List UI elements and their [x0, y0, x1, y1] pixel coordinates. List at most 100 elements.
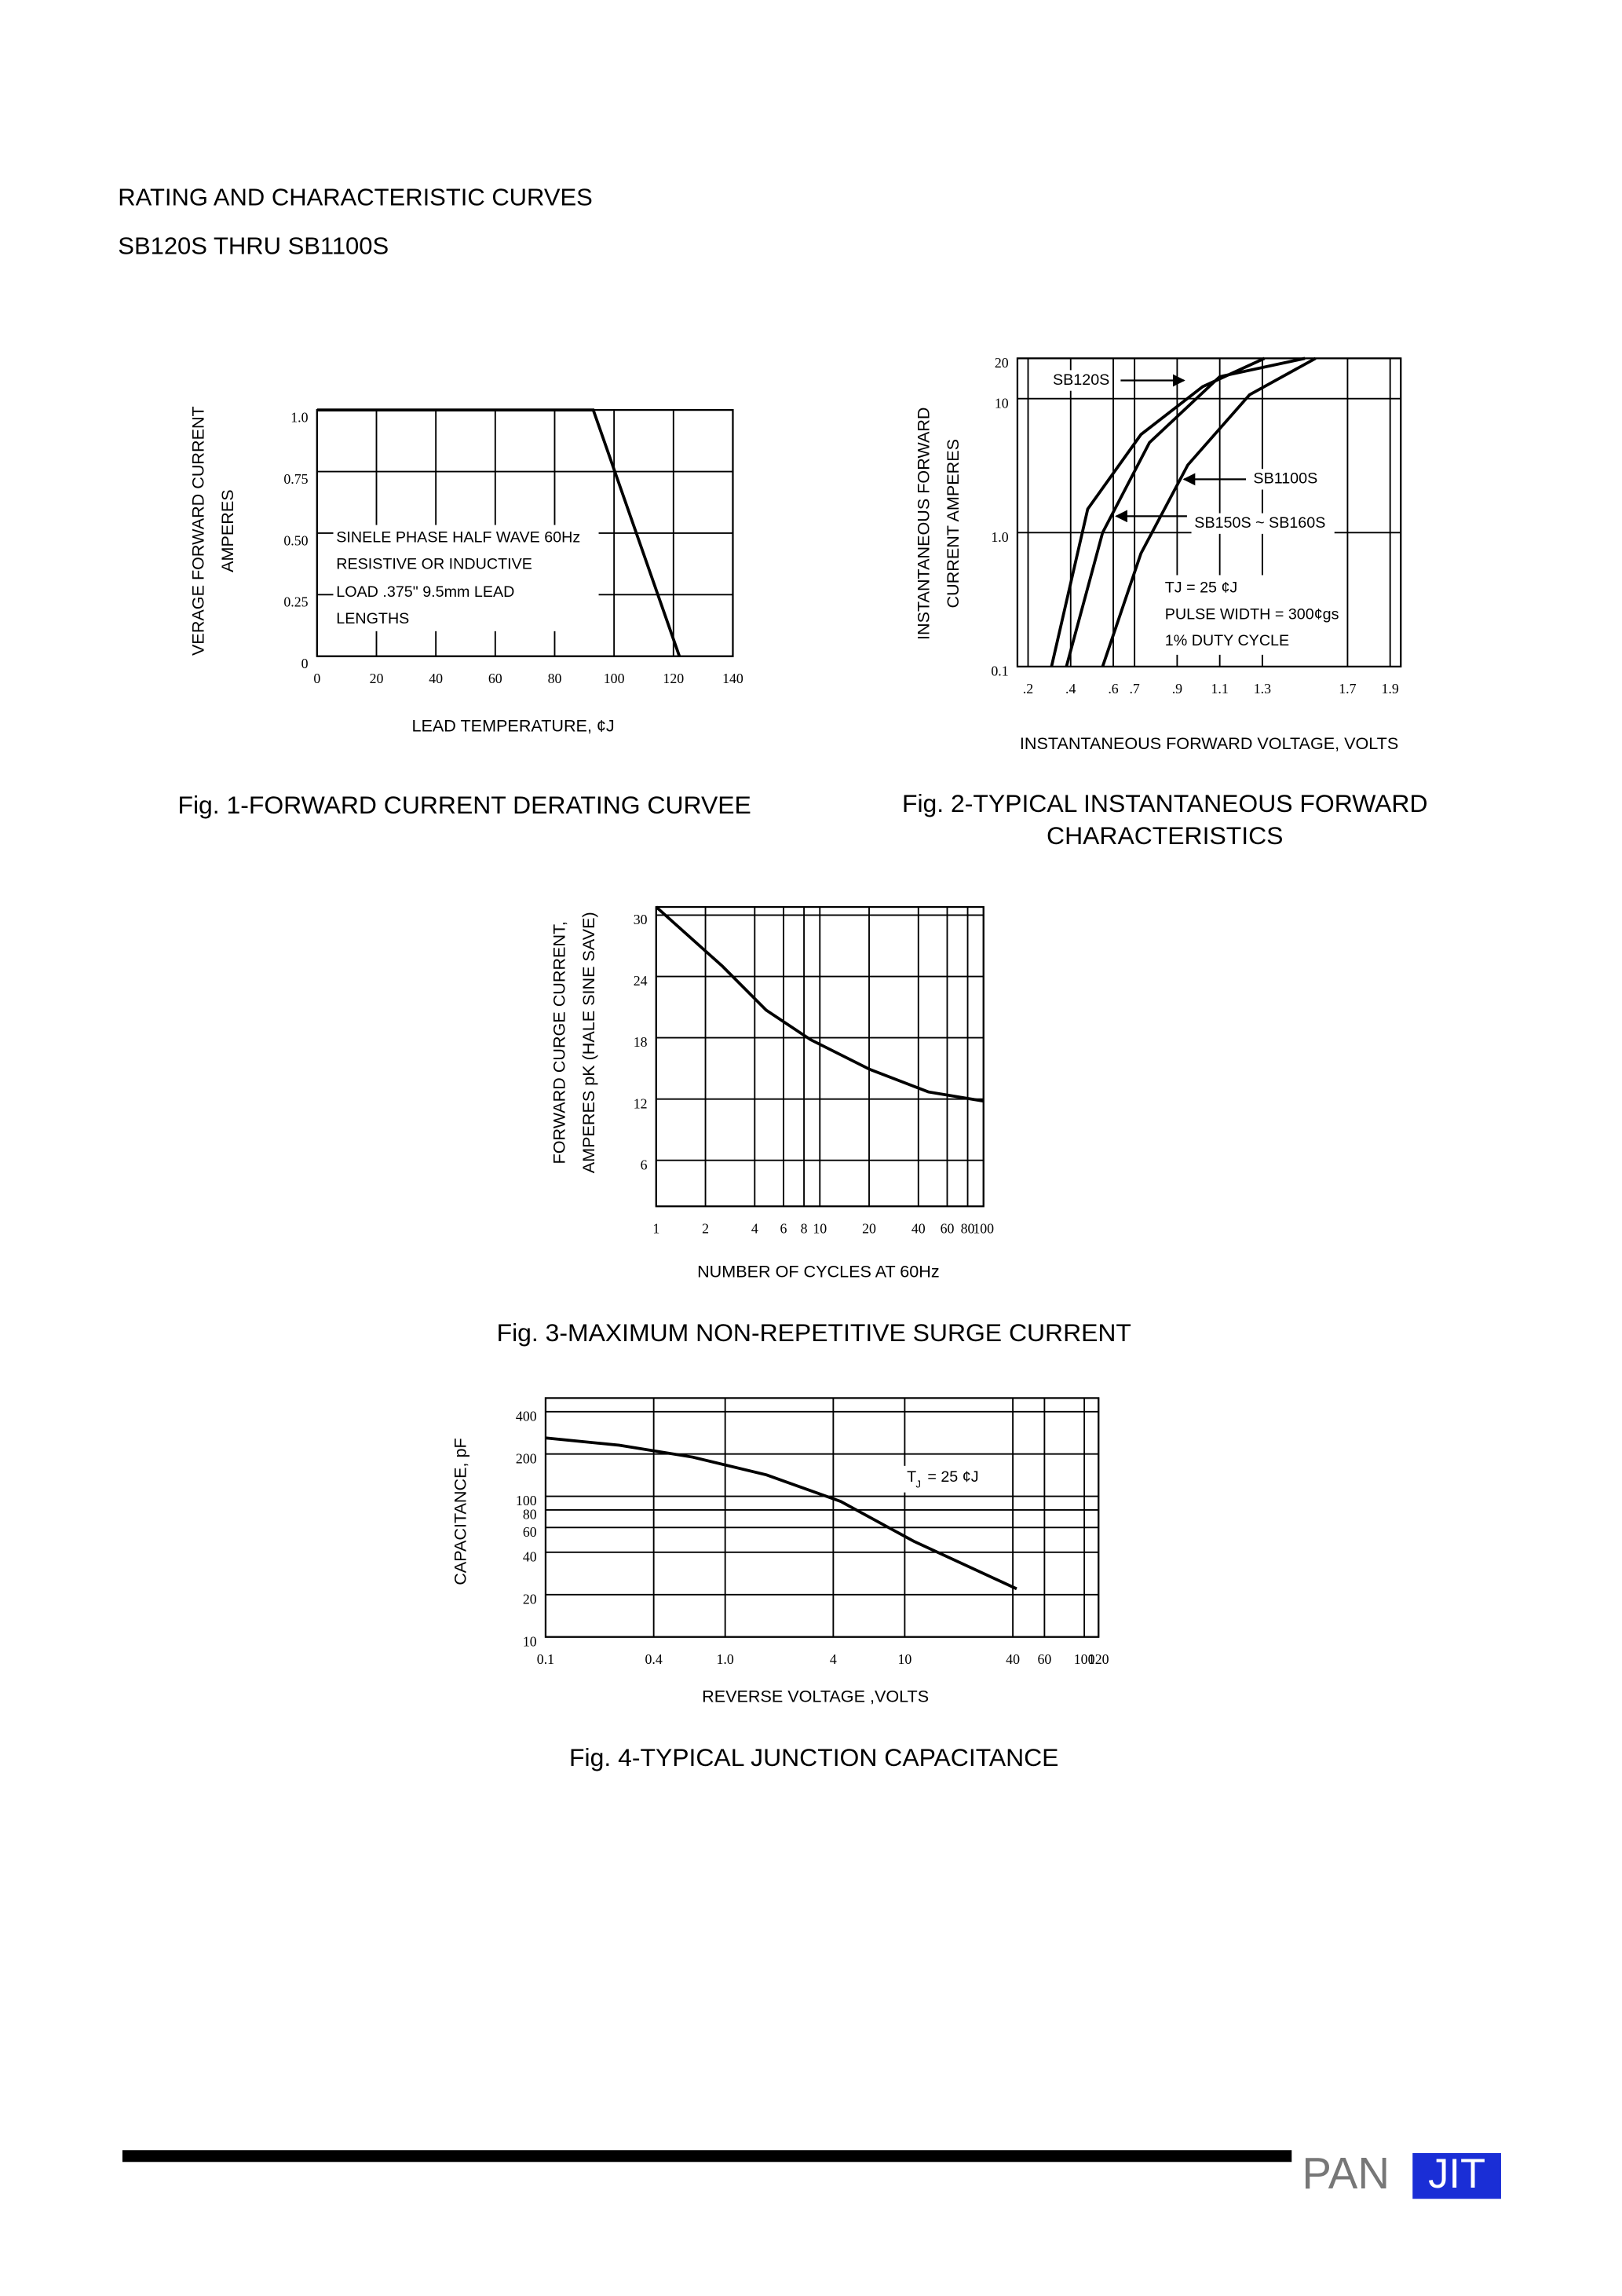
figure-caption: Fig. 4-TYPICAL JUNCTION CAPACITANCE: [569, 1743, 1058, 1771]
figure-caption: CHARACTERISTICS: [1047, 821, 1283, 850]
y-tick-label: 30: [634, 912, 648, 927]
page-title: RATING AND CHARACTERISTIC CURVES: [118, 184, 593, 211]
x-tick-label: 0.1: [537, 1651, 554, 1667]
label-bg: [1191, 513, 1335, 534]
x-tick-label: .9: [1172, 681, 1182, 696]
x-tick-label: 100: [604, 671, 625, 686]
logo-right: JIT: [1428, 2151, 1485, 2197]
x-tick-label: 1.9: [1382, 681, 1399, 696]
x-tick-label: 0: [313, 671, 320, 686]
annotation: LOAD .375" 9.5mm LEAD: [336, 583, 514, 601]
x-tick-label: .7: [1129, 681, 1139, 696]
y-tick-label: 100: [516, 1493, 537, 1508]
plot-frame: [655, 905, 985, 1208]
y-axis-title: FORWARD CURGE CURRENT,: [549, 921, 568, 1164]
y-tick-label: 20: [995, 355, 1009, 371]
figure-caption: Fig. 1-FORWARD CURRENT DERATING CURVEE: [177, 791, 751, 819]
annotation-bg: [1160, 575, 1338, 655]
x-tick-label: 120: [1088, 1651, 1109, 1667]
y-tick-label: 0.50: [283, 532, 308, 548]
curve: [1065, 356, 1306, 667]
label-bg: [1050, 370, 1111, 391]
x-tick-label: 2: [702, 1220, 709, 1236]
y-tick-label: 18: [634, 1034, 648, 1050]
y-axis-title: CURRENT AMPERES: [943, 439, 963, 608]
y-tick-label: 24: [634, 973, 648, 989]
y-tick-label: 40: [523, 1548, 537, 1564]
x-tick-label: 80: [548, 671, 562, 686]
x-tick-label: 1.7: [1339, 681, 1356, 696]
y-tick-label: 0.75: [283, 471, 308, 487]
x-tick-label: 60: [941, 1220, 955, 1236]
annotation: RESISTIVE OR INDUCTIVE: [336, 556, 532, 573]
x-axis-title: LEAD TEMPERATURE, ¢J: [412, 716, 615, 736]
annotation: SINELE PHASE HALF WAVE 60Hz: [336, 529, 580, 547]
x-tick-label: 6: [780, 1220, 787, 1236]
x-tick-label: 1.1: [1211, 681, 1229, 696]
annotation: LENGTHS: [336, 610, 409, 627]
y-tick-label: 6: [641, 1157, 648, 1172]
x-tick-label: 120: [663, 671, 684, 686]
y-tick-label: 10: [995, 395, 1009, 411]
y-tick-label: 400: [516, 1408, 537, 1424]
x-axis-title: REVERSE VOLTAGE ,VOLTS: [702, 1686, 929, 1706]
x-tick-label: 20: [370, 671, 384, 686]
annotation-bg: [902, 1465, 988, 1493]
y-axis-title: CAPACITANCE, pF: [451, 1438, 470, 1585]
y-axis-title: AMPERES: [217, 489, 237, 572]
y-tick-label: 0.25: [283, 594, 308, 610]
y-tick-label: 20: [523, 1591, 537, 1607]
x-tick-label: 60: [1037, 1651, 1051, 1667]
chart: .2 .4 .6 .7 .9 1.1 1.3 1.7 1.9 0.1 1.0 10 20 SB120S SB…: [902, 355, 1428, 850]
x-tick-label: 1: [652, 1220, 659, 1236]
x-tick-label: 40: [911, 1220, 926, 1236]
logo-box: [1412, 2153, 1501, 2199]
x-tick-label: 10: [897, 1651, 911, 1667]
x-tick-label: 100: [1074, 1651, 1095, 1667]
x-tick-label: 40: [429, 671, 443, 686]
annotation: = 25 ¢J: [927, 1468, 978, 1486]
x-tick-label: 8: [801, 1220, 808, 1236]
series-label: SB120S: [1053, 371, 1109, 389]
series-label: SB150S ~ SB160S: [1194, 514, 1325, 532]
page-subtitle: SB120S THRU SB1100S: [118, 232, 389, 260]
x-tick-label: 80: [961, 1220, 975, 1236]
x-tick-label: 10: [813, 1220, 827, 1236]
y-tick-label: 1.0: [290, 409, 308, 425]
figure-caption: Fig. 3-MAXIMUM NON-REPETITIVE SURGE CURR…: [497, 1318, 1131, 1347]
x-tick-label: 1.3: [1254, 681, 1271, 696]
x-axis-title: NUMBER OF CYCLES AT 60Hz: [697, 1261, 940, 1281]
x-tick-label: 40: [1006, 1651, 1020, 1667]
plot-frame: [1016, 357, 1402, 668]
annotation: PULSE WIDTH = 300¢gs: [1165, 605, 1339, 623]
annotation: T: [907, 1468, 916, 1486]
x-tick-label: 100: [973, 1220, 994, 1236]
chart: 0.1 0.4 1.0 4 10 40 60 100120102040608010020040…: [451, 1397, 1109, 1771]
series-label: SB1100S: [1253, 470, 1317, 488]
annotation: 1% DUTY CYCLE: [1165, 632, 1289, 649]
chart: 0 20 40 60 80 100 120 140 0 0.25 0.50 0.75 1.0 SINELE…: [177, 406, 751, 818]
x-tick-label: 4: [751, 1220, 758, 1236]
x-axis-title: INSTANTANEOUS FORWARD VOLTAGE, VOLTS: [1020, 733, 1398, 753]
x-tick-label: 140: [722, 671, 743, 686]
y-tick-label: 1.0: [991, 529, 1008, 545]
logo-left: PAN: [1302, 2148, 1390, 2198]
curve: [316, 408, 681, 657]
curve: [1101, 356, 1317, 667]
y-axis-title: VERAGE FORWARD CURRENT: [188, 406, 207, 656]
label-bg: [1250, 469, 1321, 490]
figure-caption: Fig. 2-TYPICAL INSTANTANEOUS FORWARD: [902, 789, 1428, 817]
y-axis-title: INSTANTANEOUS FORWARD: [913, 407, 933, 640]
annotation: TJ = 25 ¢J: [1165, 579, 1238, 597]
x-tick-label: 4: [830, 1651, 837, 1667]
y-tick-label: 0.1: [991, 664, 1008, 679]
x-tick-label: 60: [488, 671, 502, 686]
curve: [655, 905, 985, 1103]
plot-frame: [544, 1397, 1100, 1638]
y-tick-label: 10: [523, 1633, 537, 1649]
x-tick-label: 20: [862, 1220, 876, 1236]
x-tick-label: .6: [1108, 681, 1118, 696]
y-axis-title: AMPERES pK (HALE SINE SAVE): [579, 912, 598, 1173]
